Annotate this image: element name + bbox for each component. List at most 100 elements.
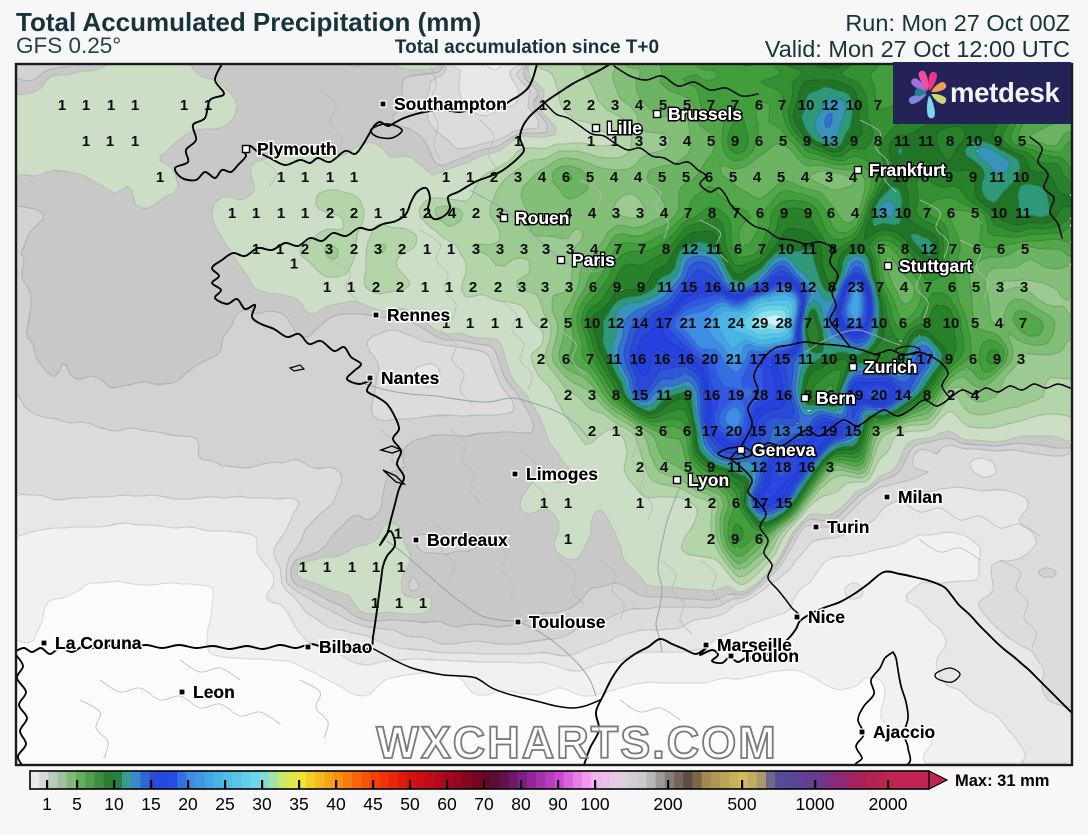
svg-text:10: 10 [895, 205, 912, 222]
svg-text:1: 1 [466, 169, 474, 186]
svg-text:Bordeaux: Bordeaux [427, 530, 508, 550]
svg-text:Plymouth: Plymouth [257, 139, 337, 159]
svg-text:WXCHARTS.COM: WXCHARTS.COM [376, 717, 777, 768]
svg-text:10: 10 [104, 794, 124, 814]
svg-text:13: 13 [822, 133, 839, 150]
svg-text:13: 13 [774, 423, 791, 440]
svg-text:2: 2 [396, 279, 404, 296]
svg-text:5: 5 [564, 315, 572, 332]
svg-text:5: 5 [1021, 241, 1029, 258]
svg-text:13: 13 [797, 423, 814, 440]
svg-text:8: 8 [829, 241, 837, 258]
svg-text:3: 3 [542, 241, 550, 258]
svg-text:9: 9 [849, 351, 857, 368]
svg-text:4: 4 [900, 279, 909, 296]
svg-text:1: 1 [156, 169, 164, 186]
svg-text:30: 30 [252, 794, 272, 814]
svg-text:2: 2 [490, 169, 498, 186]
svg-text:10: 10 [991, 205, 1008, 222]
svg-text:1: 1 [491, 315, 499, 332]
svg-text:9: 9 [850, 133, 858, 150]
svg-text:9: 9 [707, 459, 715, 476]
svg-text:2: 2 [563, 97, 571, 114]
svg-text:14: 14 [823, 315, 840, 332]
svg-text:Frankfurt: Frankfurt [869, 160, 946, 180]
svg-text:11: 11 [801, 241, 817, 258]
svg-text:16: 16 [704, 387, 721, 404]
svg-text:Nice: Nice [808, 607, 845, 627]
svg-text:1: 1 [684, 495, 692, 512]
svg-text:12: 12 [751, 459, 768, 476]
svg-text:1: 1 [395, 595, 403, 612]
svg-text:6: 6 [827, 387, 835, 404]
svg-text:3: 3 [565, 279, 573, 296]
svg-text:500: 500 [727, 794, 756, 814]
svg-text:Valid: Mon 27 Oct 12:00 UTC: Valid: Mon 27 Oct 12:00 UTC [765, 36, 1070, 62]
svg-text:5: 5 [972, 279, 980, 296]
svg-text:11: 11 [656, 387, 672, 404]
svg-text:8: 8 [921, 169, 929, 186]
svg-text:2: 2 [537, 351, 545, 368]
svg-text:10: 10 [846, 97, 863, 114]
svg-text:16: 16 [678, 351, 695, 368]
svg-text:Bilbao: Bilbao [319, 637, 372, 657]
svg-text:10: 10 [893, 169, 910, 186]
svg-text:12: 12 [921, 241, 938, 258]
svg-text:10: 10 [1013, 169, 1030, 186]
svg-text:9: 9 [993, 351, 1001, 368]
svg-text:Geneva: Geneva [752, 440, 815, 460]
svg-text:3: 3 [636, 205, 644, 222]
svg-text:Bern: Bern [816, 388, 856, 408]
svg-text:5: 5 [72, 794, 82, 814]
svg-text:8: 8 [828, 279, 836, 296]
svg-text:13: 13 [871, 205, 888, 222]
svg-text:Rennes: Rennes [387, 305, 450, 325]
svg-text:9: 9 [731, 531, 739, 548]
svg-text:45: 45 [363, 794, 382, 814]
svg-text:10: 10 [849, 241, 866, 258]
svg-text:Nantes: Nantes [381, 368, 440, 388]
svg-text:Southampton: Southampton [394, 94, 507, 114]
svg-text:11: 11 [798, 351, 814, 368]
svg-text:1: 1 [399, 205, 407, 222]
svg-text:1: 1 [442, 315, 450, 332]
svg-text:3: 3 [374, 241, 382, 258]
svg-text:5: 5 [777, 169, 785, 186]
svg-text:8: 8 [901, 241, 909, 258]
svg-text:5: 5 [971, 315, 979, 332]
svg-text:6: 6 [969, 351, 977, 368]
svg-text:2: 2 [588, 423, 596, 440]
svg-text:6: 6 [734, 241, 742, 258]
svg-text:25: 25 [215, 794, 234, 814]
svg-text:8: 8 [612, 387, 620, 404]
svg-text:1: 1 [423, 241, 431, 258]
svg-text:1: 1 [204, 97, 212, 114]
svg-text:4: 4 [635, 97, 644, 114]
svg-text:7: 7 [949, 241, 957, 258]
svg-text:6: 6 [755, 97, 763, 114]
svg-text:15: 15 [774, 351, 791, 368]
svg-text:1: 1 [350, 169, 358, 186]
svg-text:17: 17 [656, 315, 673, 332]
svg-text:Rouen: Rouen [515, 208, 569, 228]
svg-text:1: 1 [323, 279, 331, 296]
svg-text:Southampton: Southampton [394, 94, 507, 114]
svg-text:9: 9 [780, 205, 788, 222]
svg-text:2: 2 [423, 205, 431, 222]
svg-text:4: 4 [590, 241, 599, 258]
svg-text:1: 1 [636, 495, 644, 512]
svg-text:1: 1 [371, 595, 379, 612]
svg-text:9: 9 [994, 133, 1002, 150]
svg-text:1: 1 [82, 133, 90, 150]
svg-text:GFS 0.25°: GFS 0.25° [16, 33, 121, 58]
svg-text:4: 4 [538, 169, 547, 186]
svg-text:1: 1 [180, 97, 188, 114]
svg-text:2: 2 [636, 459, 644, 476]
svg-text:Total Accumulated Precipitatio: Total Accumulated Precipitation (mm) [16, 7, 481, 37]
svg-text:15: 15 [776, 495, 793, 512]
svg-text:Brussels: Brussels [668, 104, 742, 124]
svg-text:1: 1 [564, 495, 572, 512]
svg-text:1: 1 [58, 97, 66, 114]
svg-text:3: 3 [659, 133, 667, 150]
svg-text:90: 90 [548, 794, 568, 814]
